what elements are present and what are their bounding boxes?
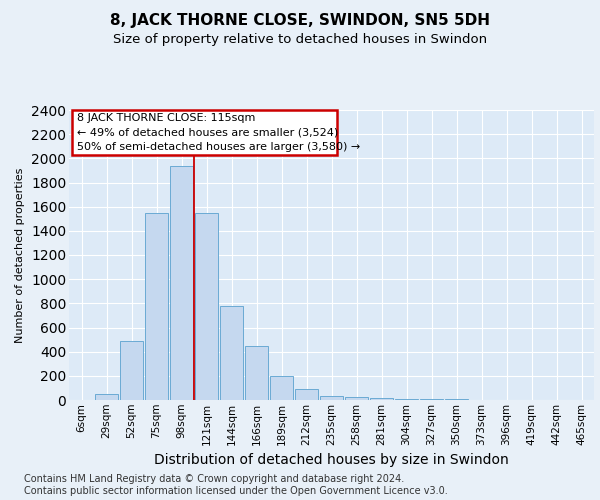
X-axis label: Distribution of detached houses by size in Swindon: Distribution of detached houses by size … <box>154 453 509 467</box>
FancyBboxPatch shape <box>71 110 337 155</box>
Text: Contains HM Land Registry data © Crown copyright and database right 2024.: Contains HM Land Registry data © Crown c… <box>24 474 404 484</box>
Bar <box>194 212 218 400</box>
Bar <box>95 394 118 400</box>
Bar <box>295 389 319 400</box>
Bar <box>419 399 443 400</box>
Bar <box>145 212 169 400</box>
Y-axis label: Number of detached properties: Number of detached properties <box>16 168 25 342</box>
Bar <box>220 306 244 400</box>
Bar <box>445 398 469 400</box>
Bar <box>395 398 418 400</box>
Text: 8 JACK THORNE CLOSE: 115sqm
← 49% of detached houses are smaller (3,524)
50% of : 8 JACK THORNE CLOSE: 115sqm ← 49% of det… <box>77 113 360 152</box>
Text: Contains public sector information licensed under the Open Government Licence v3: Contains public sector information licen… <box>24 486 448 496</box>
Bar <box>320 396 343 400</box>
Bar <box>245 346 268 400</box>
Bar <box>269 376 293 400</box>
Text: Size of property relative to detached houses in Swindon: Size of property relative to detached ho… <box>113 34 487 46</box>
Bar <box>344 397 368 400</box>
Bar <box>370 398 394 400</box>
Bar <box>170 166 193 400</box>
Bar <box>119 341 143 400</box>
Text: 8, JACK THORNE CLOSE, SWINDON, SN5 5DH: 8, JACK THORNE CLOSE, SWINDON, SN5 5DH <box>110 12 490 28</box>
